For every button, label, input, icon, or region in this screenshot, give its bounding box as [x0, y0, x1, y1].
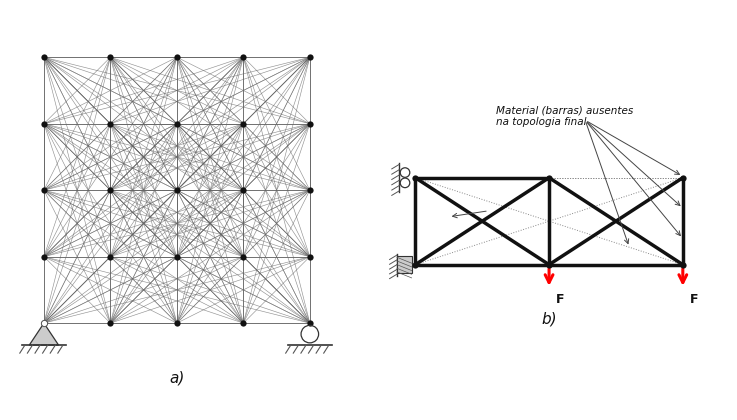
Text: F: F — [690, 293, 698, 306]
Text: b): b) — [541, 312, 557, 326]
Bar — [397, 256, 412, 273]
Polygon shape — [29, 323, 58, 345]
Text: a): a) — [170, 371, 184, 386]
Text: Material (barras) ausentes
na topologia final: Material (barras) ausentes na topologia … — [495, 105, 633, 127]
Text: F: F — [556, 293, 565, 306]
